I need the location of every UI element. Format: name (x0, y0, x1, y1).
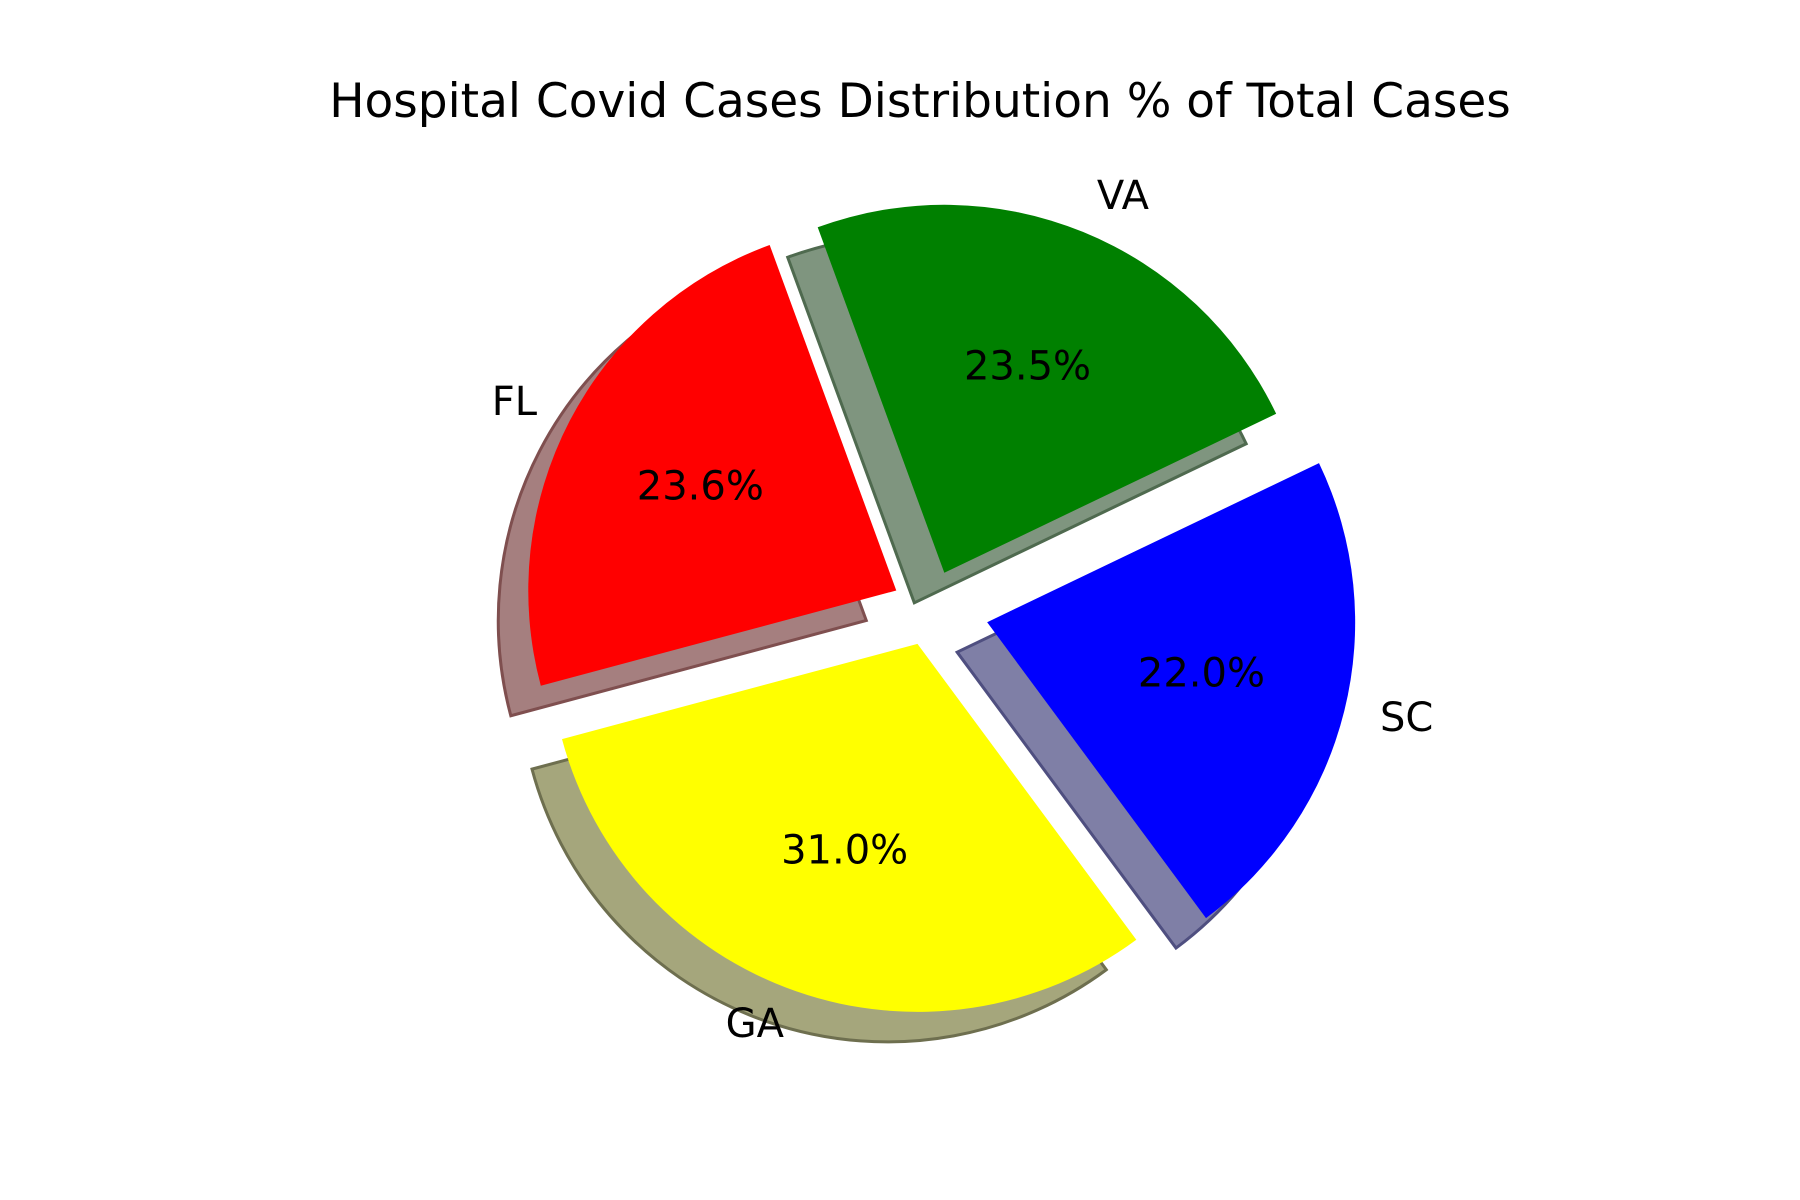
pct-label-fl: 23.6% (637, 464, 764, 510)
slice-fl (528, 244, 897, 686)
slice-label-va: VA (1097, 173, 1150, 219)
slice-label-ga: GA (726, 1001, 785, 1047)
pct-label-ga: 31.0% (781, 827, 908, 873)
pct-label-va: 23.5% (964, 343, 1091, 389)
slice-va (817, 204, 1277, 573)
slice-sc (987, 463, 1356, 919)
slice-layer (528, 204, 1356, 1012)
slice-label-sc: SC (1380, 695, 1433, 741)
chart-title: Hospital Covid Cases Distribution % of T… (329, 74, 1511, 129)
slice-ga (562, 643, 1137, 1012)
pct-label-sc: 22.0% (1138, 650, 1265, 696)
label-layer: GA 31.0% SC 22.0% VA 23.5% FL 23.6% (492, 173, 1434, 1047)
slice-label-fl: FL (492, 379, 538, 425)
